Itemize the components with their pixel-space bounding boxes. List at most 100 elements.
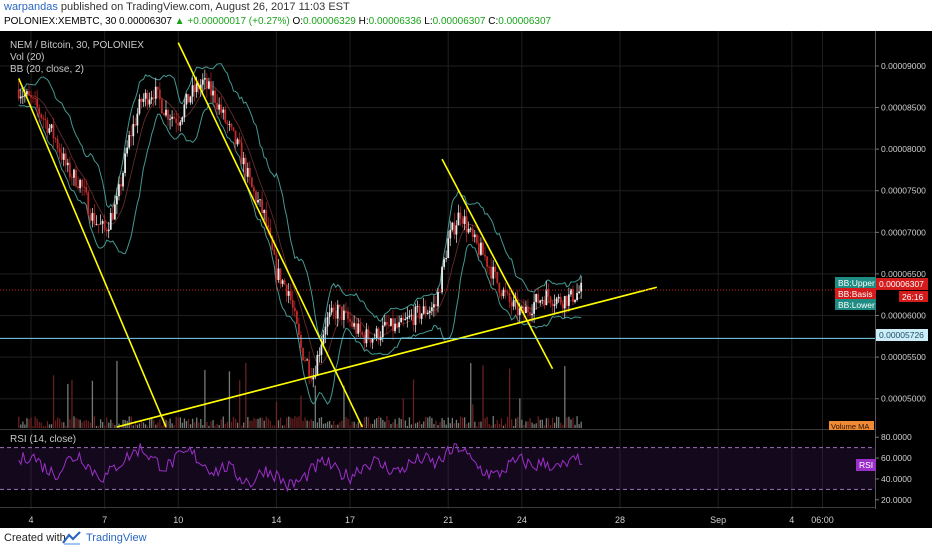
tradingview-link[interactable]: TradingView (86, 532, 147, 544)
volume-bar (130, 416, 132, 428)
volume-bar (576, 416, 578, 428)
volume-bar (396, 423, 398, 428)
volume-bar (18, 416, 20, 428)
volume-bar (355, 423, 357, 428)
candle-body (312, 377, 315, 380)
volume-bar (40, 422, 42, 428)
author-link[interactable]: warpandas (4, 1, 58, 13)
time-tick-label: 10 (173, 515, 183, 525)
volume-bar (335, 424, 337, 428)
volume-bar (326, 421, 329, 428)
volume-bar (320, 417, 323, 428)
candle-body (275, 254, 278, 281)
volume-bar (191, 418, 194, 428)
volume-bar (570, 419, 572, 428)
publish-line: warpandas published on TradingView.com, … (4, 1, 350, 13)
volume-bar (535, 423, 537, 428)
candle-body (351, 321, 353, 327)
candle-body (38, 107, 41, 115)
volume-bar (568, 416, 570, 428)
candle-body (424, 306, 427, 314)
price-tick-label: 0.00008000 (881, 144, 926, 154)
candle-body (392, 318, 394, 332)
volume-bar (388, 420, 390, 428)
volume-bar (128, 416, 130, 428)
volume-bar (402, 398, 404, 428)
candle-body (322, 334, 325, 345)
volume-bar (106, 417, 108, 428)
volume-bar (519, 398, 521, 428)
volume-bar (390, 424, 392, 428)
volume-bar (167, 420, 169, 428)
candle-body (124, 153, 126, 174)
last-price-text: 0.00006307 (119, 16, 172, 27)
candle-body (126, 147, 129, 154)
candle-body (62, 153, 65, 160)
candle-body (203, 78, 206, 80)
chart-background (0, 31, 932, 528)
candle-body (40, 114, 43, 118)
candle-body (201, 79, 204, 85)
volume-bar (134, 420, 137, 428)
candle-body (467, 228, 470, 233)
volume-bar (431, 418, 433, 428)
time-tick-label: 14 (271, 515, 281, 525)
countdown-text: 26:16 (902, 292, 924, 302)
volume-bar (386, 416, 388, 428)
price-tick-label: 0.00006500 (881, 269, 926, 279)
candle-body (173, 116, 176, 119)
candle-body (160, 99, 163, 114)
volume-bar (547, 418, 550, 428)
bb-upper-tag (835, 277, 876, 288)
candle-body (255, 191, 257, 203)
volume-bar (421, 424, 423, 428)
candle-body (426, 312, 429, 314)
candle-body (580, 282, 583, 292)
volume-bar (202, 425, 204, 428)
candle-body (365, 329, 368, 344)
candle-body (563, 296, 566, 309)
volume-bar (179, 417, 181, 428)
volume-bar (369, 423, 372, 428)
price-chart[interactable]: 0.00009000 0.00008500 0.00008000 0.00007500… (0, 31, 932, 528)
candle-body (273, 249, 276, 255)
publish-text: published on TradingView.com, August 26,… (60, 1, 350, 13)
candle-body (265, 210, 268, 226)
volume-bar (224, 423, 226, 428)
volume-bar (206, 421, 208, 428)
candle-body (220, 104, 223, 113)
volume-bar (153, 419, 155, 428)
volume-bar (79, 419, 81, 428)
candle-body (28, 91, 30, 96)
candle-body (228, 124, 231, 125)
volume-bar (551, 417, 554, 428)
volume-bar (310, 419, 312, 428)
legend-symbol: NEM / Bitcoin, 30, POLONIEX (10, 40, 144, 51)
candle-body (439, 292, 441, 293)
volume-bar (290, 417, 292, 428)
volume-bar (324, 423, 327, 428)
volume-bar (457, 423, 460, 428)
candle-body (97, 224, 100, 225)
volume-bar (234, 418, 237, 428)
candle-body (122, 173, 124, 187)
candle-body (508, 292, 511, 303)
price-tick-label: 0.00009000 (881, 61, 926, 71)
volume-bar (500, 418, 503, 428)
volume-bar (212, 420, 214, 428)
rsi-pane (0, 442, 875, 493)
candle-body (324, 326, 327, 335)
falling-trendline-2 (177, 42, 364, 428)
candle-body (75, 169, 77, 187)
candle-body (480, 242, 482, 255)
candle-body (248, 167, 251, 178)
candle-body (271, 236, 274, 250)
volume-bar (204, 369, 206, 428)
candle-body (488, 266, 491, 268)
volume-bar (494, 424, 496, 428)
volume-bar (382, 419, 384, 428)
volume-bar (437, 425, 439, 428)
candle-body (494, 266, 497, 272)
falling-trendline-3 (441, 158, 554, 370)
volume-bar (286, 417, 288, 428)
